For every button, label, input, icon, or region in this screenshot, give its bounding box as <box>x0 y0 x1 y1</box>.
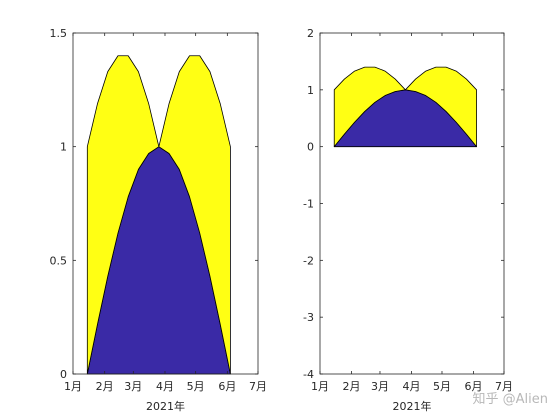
y-tick-label: 0 <box>307 141 314 154</box>
x-tick-label: 7月 <box>249 380 267 393</box>
x-tick-label: 6月 <box>218 380 236 393</box>
x-axis-label: 2021年 <box>393 399 432 413</box>
x-tick-label: 6月 <box>465 380 483 393</box>
series-2-area <box>333 66 477 148</box>
y-tick-label: 0.5 <box>50 254 68 267</box>
y-tick-label: 0 <box>60 368 67 381</box>
x-tick-label: 2月 <box>96 380 114 393</box>
x-tick-label: 4月 <box>156 380 174 393</box>
axes-box <box>72 32 259 375</box>
x-tick-label: 5月 <box>187 380 205 393</box>
y-tick-label: -1 <box>303 198 314 211</box>
x-tick-label: 5月 <box>433 380 451 393</box>
x-tick-label: 3月 <box>371 380 389 393</box>
x-tick-label: 1月 <box>64 380 82 393</box>
x-tick-label: 4月 <box>402 380 420 393</box>
x-tick-label: 2月 <box>343 380 361 393</box>
left-axes: 1月 2月 3月 4月 5月 6月 7月 0 0.5 1 1.5 2021年 <box>50 27 268 413</box>
series-2-area <box>86 55 231 375</box>
y-tick-label: -3 <box>303 311 314 324</box>
watermark-text: 知乎 @Alien <box>473 391 549 407</box>
y-tick-label: 1.5 <box>50 27 68 40</box>
x-tick-label: 1月 <box>311 380 329 393</box>
y-tick-label: 2 <box>307 27 314 40</box>
right-axes: 1月 2月 3月 4月 5月 6月 7月 -4 -3 -2 -1 0 1 2 2021年 <box>303 27 513 413</box>
y-tick-label: -2 <box>303 254 314 267</box>
x-tick-label: 7月 <box>495 380 513 393</box>
y-tick-label: 1 <box>307 84 314 97</box>
x-axis-label: 2021年 <box>146 399 185 413</box>
x-tick-label: 3月 <box>124 380 142 393</box>
y-tick-label: 1 <box>60 141 67 154</box>
y-tick-label: -4 <box>303 368 314 381</box>
